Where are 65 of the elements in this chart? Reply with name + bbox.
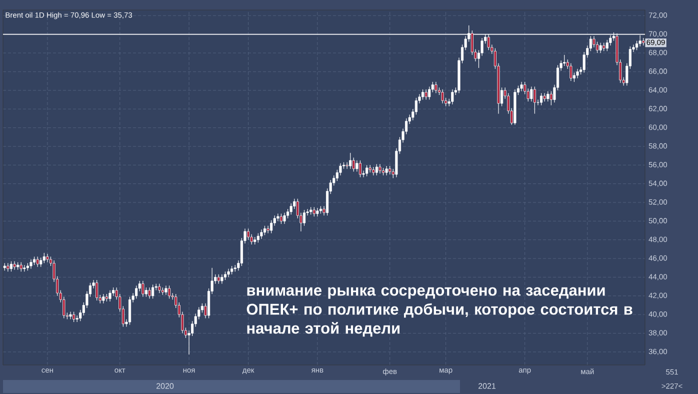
candlestick <box>441 89 444 104</box>
candlestick <box>217 274 220 284</box>
candlestick <box>263 226 266 236</box>
candlestick <box>20 262 22 272</box>
candlestick <box>366 164 368 177</box>
candlestick <box>280 213 282 224</box>
candlestick <box>356 160 358 172</box>
candlestick <box>168 285 171 299</box>
candlestick <box>358 160 362 178</box>
candlestick <box>30 259 32 270</box>
candlestick <box>69 311 72 320</box>
candlestick <box>349 152 352 170</box>
candlestick <box>46 254 49 263</box>
candlestick <box>164 285 168 296</box>
candlestick <box>283 212 286 224</box>
candlestick <box>266 226 270 234</box>
candlestick <box>312 206 316 217</box>
candlestick <box>128 296 132 326</box>
candlestick <box>570 62 572 82</box>
candlestick <box>421 89 424 100</box>
candlestick <box>158 283 161 294</box>
candlestick <box>576 68 579 78</box>
candlestick <box>227 268 230 278</box>
candlestick <box>36 256 39 268</box>
candlestick <box>96 280 98 301</box>
candlestick <box>6 262 10 272</box>
candlestick <box>220 274 224 284</box>
candlestick <box>102 294 105 304</box>
candlestick <box>520 82 523 92</box>
candlestick <box>434 82 438 94</box>
candlestick <box>148 287 151 299</box>
candlestick <box>142 280 144 298</box>
candlestick <box>144 287 148 298</box>
candlestick <box>550 90 552 106</box>
candlestick <box>40 257 42 268</box>
candlestick <box>599 42 602 54</box>
candlestick <box>530 86 533 102</box>
candlestick <box>260 229 263 240</box>
candlestick <box>13 261 16 270</box>
candlestick <box>200 303 204 313</box>
annotation: внимание рынка сосредоточено на заседании ОПЕК+ по политике добычи, которое состоится в начале этой недели <box>246 287 632 337</box>
candlestick <box>451 89 454 105</box>
candlestick <box>135 285 138 299</box>
candlestick <box>540 92 543 106</box>
candlestick <box>352 157 355 172</box>
candlestick <box>533 86 536 114</box>
candlestick <box>428 86 431 100</box>
candlestick <box>378 164 382 174</box>
candlestick <box>414 98 418 115</box>
candlestick <box>72 311 76 322</box>
candlestick <box>346 162 348 170</box>
candlestick <box>563 54 566 66</box>
candlestick <box>42 252 46 264</box>
candlestick <box>270 220 273 234</box>
candlestick <box>108 290 112 302</box>
candlestick <box>256 232 260 243</box>
candlestick <box>385 166 388 176</box>
candlestick <box>152 284 154 299</box>
candlestick <box>10 261 13 272</box>
text: 2021 <box>478 383 496 389</box>
candlestick <box>424 89 428 100</box>
candlestick <box>246 228 250 240</box>
text: 2020 <box>156 383 174 389</box>
candlestick <box>375 164 378 176</box>
candlestick <box>546 90 550 102</box>
